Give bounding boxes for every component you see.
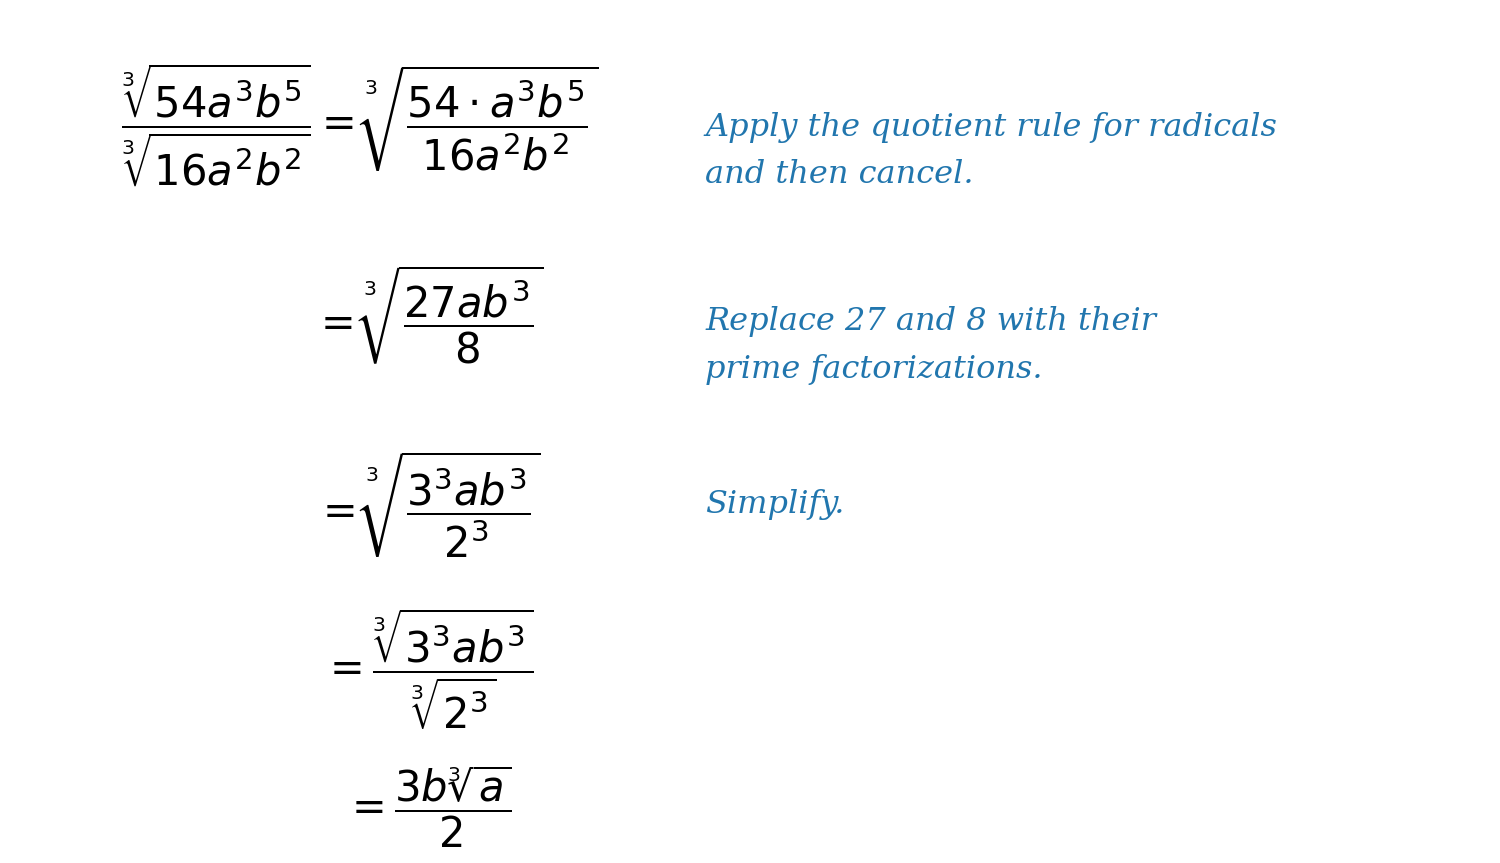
Text: Simplify.: Simplify. — [705, 489, 844, 520]
Text: $= \sqrt[3]{\dfrac{27ab^3}{8}}$: $= \sqrt[3]{\dfrac{27ab^3}{8}}$ — [312, 263, 543, 367]
Text: Apply the quotient rule for radicals
and then cancel.: Apply the quotient rule for radicals and… — [705, 111, 1276, 191]
Text: $= \sqrt[3]{\dfrac{3^3ab^3}{2^3}}$: $= \sqrt[3]{\dfrac{3^3ab^3}{2^3}}$ — [314, 450, 542, 560]
Text: Replace 27 and 8 with their
prime factorizations.: Replace 27 and 8 with their prime factor… — [705, 306, 1156, 385]
Text: $\dfrac{\sqrt[3]{54a^3b^5}}{\sqrt[3]{16a^2b^2}} = \sqrt[3]{\dfrac{54 \cdot a^3b^: $\dfrac{\sqrt[3]{54a^3b^5}}{\sqrt[3]{16a… — [122, 62, 598, 188]
Text: $= \dfrac{3b\sqrt[3]{a}}{2}$: $= \dfrac{3b\sqrt[3]{a}}{2}$ — [344, 764, 512, 850]
Text: $= \dfrac{\sqrt[3]{3^3ab^3}}{\sqrt[3]{2^3}}$: $= \dfrac{\sqrt[3]{3^3ab^3}}{\sqrt[3]{2^… — [321, 607, 534, 731]
